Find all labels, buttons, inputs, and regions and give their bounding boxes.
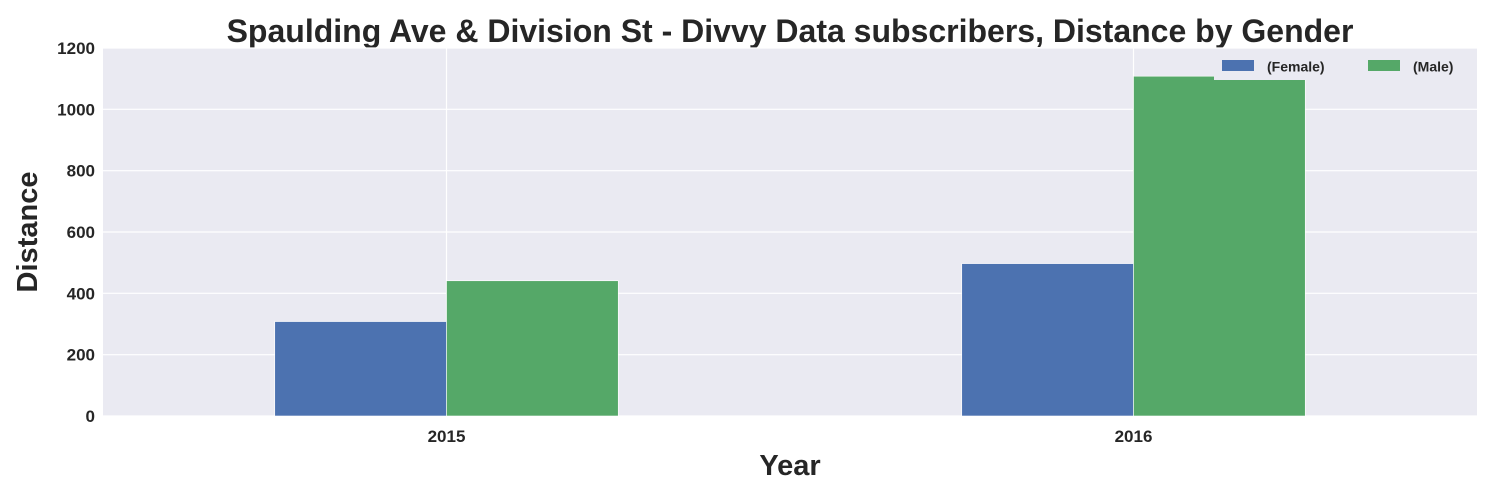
y-tick-label: 600	[67, 223, 95, 242]
x-tick-label: 2016	[1115, 427, 1153, 446]
y-tick-label: 0	[86, 407, 95, 426]
chart-title: Spaulding Ave & Division St - Divvy Data…	[227, 13, 1354, 49]
y-tick-label: 200	[67, 346, 95, 365]
bar-female-2016	[961, 263, 1134, 417]
y-tick-label: 1200	[57, 39, 95, 58]
legend-swatch	[1222, 60, 1254, 71]
bars	[274, 75, 1306, 417]
legend-entry-label: (Male)	[1413, 59, 1453, 75]
y-axis-ticks: 0 200 400 600 800 1000 1200	[57, 39, 95, 426]
x-axis-label: Year	[759, 450, 820, 482]
legend-box	[1214, 52, 1472, 80]
legend-swatch	[1368, 60, 1400, 71]
x-axis-ticks: 2015 2016	[428, 427, 1153, 446]
legend: (Female) (Male)	[1214, 52, 1472, 80]
x-tick-label: 2015	[428, 427, 466, 446]
bar-male-2015	[446, 280, 619, 417]
y-tick-label: 800	[67, 162, 95, 181]
bar-male-2016	[1133, 75, 1306, 417]
y-axis-label: Distance	[12, 172, 44, 293]
bar-female-2015	[274, 321, 447, 417]
y-tick-label: 400	[67, 284, 95, 303]
legend-entry-label: (Female)	[1267, 59, 1325, 75]
y-tick-label: 1000	[57, 100, 95, 119]
